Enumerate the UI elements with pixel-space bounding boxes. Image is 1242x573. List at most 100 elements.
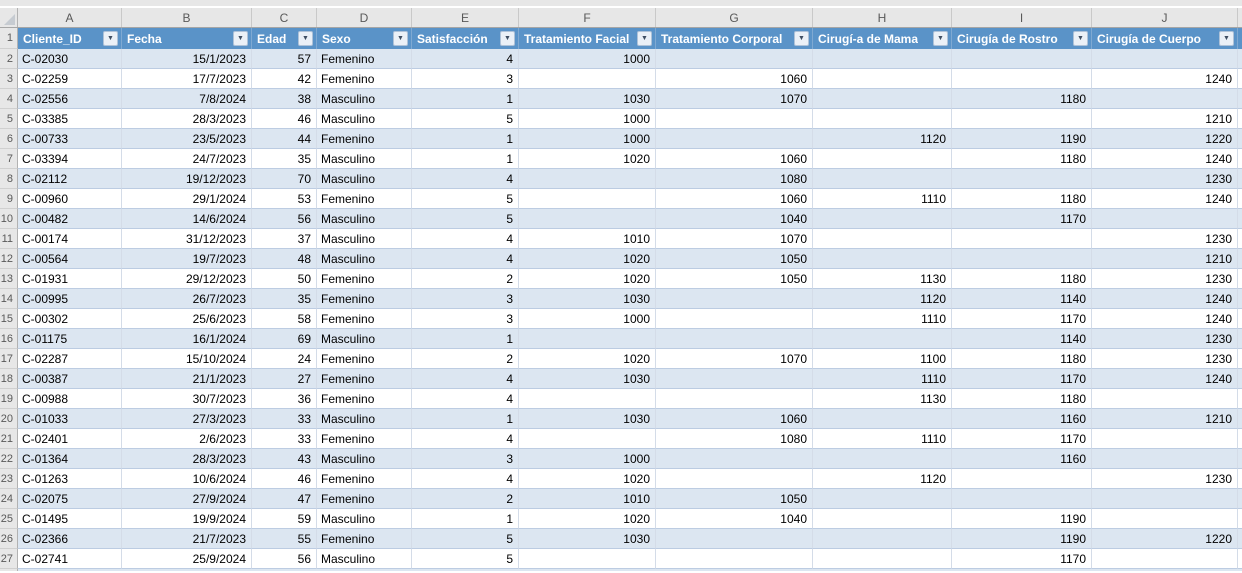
- cell-H17[interactable]: 1100: [813, 349, 952, 369]
- cell-G5[interactable]: [656, 109, 813, 129]
- cell-I6[interactable]: 1190: [952, 129, 1092, 149]
- column-letter-I[interactable]: I: [952, 8, 1092, 27]
- cell-D24[interactable]: Femenino: [317, 489, 412, 509]
- cell-E2[interactable]: 4: [412, 49, 519, 69]
- row-header-19[interactable]: 19: [0, 389, 18, 409]
- cell-E20[interactable]: 1: [412, 409, 519, 429]
- cell-D8[interactable]: Masculino: [317, 169, 412, 189]
- cell-B16[interactable]: 16/1/2024: [122, 329, 252, 349]
- cell-B2[interactable]: 15/1/2023: [122, 49, 252, 69]
- row-header-8[interactable]: 8: [0, 169, 18, 189]
- cell-G17[interactable]: 1070: [656, 349, 813, 369]
- cell-J6[interactable]: 1220: [1092, 129, 1238, 149]
- cell-B4[interactable]: 7/8/2024: [122, 89, 252, 109]
- cell-I24[interactable]: [952, 489, 1092, 509]
- cell-J24[interactable]: [1092, 489, 1238, 509]
- cell-B23[interactable]: 10/6/2024: [122, 469, 252, 489]
- header-cell-E[interactable]: Satisfacción ▼: [412, 28, 519, 49]
- cell-C11[interactable]: 37: [252, 229, 317, 249]
- cell-J26[interactable]: 1220: [1092, 529, 1238, 549]
- row-header-5[interactable]: 5: [0, 109, 18, 129]
- cell-G11[interactable]: 1070: [656, 229, 813, 249]
- cell-F20[interactable]: 1030: [519, 409, 656, 429]
- cell-C2[interactable]: 57: [252, 49, 317, 69]
- cell-F27[interactable]: [519, 549, 656, 569]
- cell-H16[interactable]: [813, 329, 952, 349]
- cell-F22[interactable]: 1000: [519, 449, 656, 469]
- cell-B26[interactable]: 21/7/2023: [122, 529, 252, 549]
- cell-B15[interactable]: 25/6/2023: [122, 309, 252, 329]
- cell-B20[interactable]: 27/3/2023: [122, 409, 252, 429]
- header-cell-I[interactable]: Cirugía de Rostro ▼: [952, 28, 1092, 49]
- cell-D4[interactable]: Masculino: [317, 89, 412, 109]
- row-header-21[interactable]: 21: [0, 429, 18, 449]
- cell-I2[interactable]: [952, 49, 1092, 69]
- row-header-17[interactable]: 17: [0, 349, 18, 369]
- cell-G8[interactable]: 1080: [656, 169, 813, 189]
- cell-C14[interactable]: 35: [252, 289, 317, 309]
- column-letter-C[interactable]: C: [252, 8, 317, 27]
- cell-E5[interactable]: 5: [412, 109, 519, 129]
- header-cell-A[interactable]: Cliente_ID ▼: [18, 28, 122, 49]
- cell-F3[interactable]: [519, 69, 656, 89]
- cell-F8[interactable]: [519, 169, 656, 189]
- cell-I19[interactable]: 1180: [952, 389, 1092, 409]
- header-cell-B[interactable]: Fecha ▼: [122, 28, 252, 49]
- cell-I7[interactable]: 1180: [952, 149, 1092, 169]
- cell-A23[interactable]: C-01263: [18, 469, 122, 489]
- cell-A21[interactable]: C-02401: [18, 429, 122, 449]
- cell-C10[interactable]: 56: [252, 209, 317, 229]
- cell-H14[interactable]: 1120: [813, 289, 952, 309]
- cell-J2[interactable]: [1092, 49, 1238, 69]
- cell-F13[interactable]: 1020: [519, 269, 656, 289]
- cell-A10[interactable]: C-00482: [18, 209, 122, 229]
- column-letter-J[interactable]: J: [1092, 8, 1238, 27]
- select-all-corner[interactable]: [0, 8, 18, 27]
- row-header-26[interactable]: 26: [0, 529, 18, 549]
- cell-B3[interactable]: 17/7/2023: [122, 69, 252, 89]
- cell-J22[interactable]: [1092, 449, 1238, 469]
- cell-G22[interactable]: [656, 449, 813, 469]
- header-cell-J[interactable]: Cirugía de Cuerpo ▼: [1092, 28, 1238, 49]
- filter-button-F[interactable]: ▼: [637, 31, 652, 46]
- filter-button-C[interactable]: ▼: [298, 31, 313, 46]
- column-letter-B[interactable]: B: [122, 8, 252, 27]
- cell-C21[interactable]: 33: [252, 429, 317, 449]
- cell-E26[interactable]: 5: [412, 529, 519, 549]
- cell-B19[interactable]: 30/7/2023: [122, 389, 252, 409]
- cell-D9[interactable]: Femenino: [317, 189, 412, 209]
- cell-I4[interactable]: 1180: [952, 89, 1092, 109]
- cell-I9[interactable]: 1180: [952, 189, 1092, 209]
- cell-G25[interactable]: 1040: [656, 509, 813, 529]
- cell-C15[interactable]: 58: [252, 309, 317, 329]
- cell-I26[interactable]: 1190: [952, 529, 1092, 549]
- cell-H5[interactable]: [813, 109, 952, 129]
- row-header-25[interactable]: 25: [0, 509, 18, 529]
- cell-H8[interactable]: [813, 169, 952, 189]
- cell-D27[interactable]: Masculino: [317, 549, 412, 569]
- cell-F26[interactable]: 1030: [519, 529, 656, 549]
- cell-A16[interactable]: C-01175: [18, 329, 122, 349]
- filter-button-J[interactable]: ▼: [1219, 31, 1234, 46]
- cell-I17[interactable]: 1180: [952, 349, 1092, 369]
- cell-C16[interactable]: 69: [252, 329, 317, 349]
- cell-D26[interactable]: Femenino: [317, 529, 412, 549]
- column-letter-E[interactable]: E: [412, 8, 519, 27]
- cell-J27[interactable]: [1092, 549, 1238, 569]
- cell-J17[interactable]: 1230: [1092, 349, 1238, 369]
- cell-H4[interactable]: [813, 89, 952, 109]
- cell-I14[interactable]: 1140: [952, 289, 1092, 309]
- cell-F23[interactable]: 1020: [519, 469, 656, 489]
- cell-C4[interactable]: 38: [252, 89, 317, 109]
- filter-button-H[interactable]: ▼: [933, 31, 948, 46]
- row-header-7[interactable]: 7: [0, 149, 18, 169]
- cell-E22[interactable]: 3: [412, 449, 519, 469]
- cell-E6[interactable]: 1: [412, 129, 519, 149]
- cell-D13[interactable]: Femenino: [317, 269, 412, 289]
- filter-button-I[interactable]: ▼: [1073, 31, 1088, 46]
- cell-I21[interactable]: 1170: [952, 429, 1092, 449]
- cell-A17[interactable]: C-02287: [18, 349, 122, 369]
- row-header-6[interactable]: 6: [0, 129, 18, 149]
- cell-A7[interactable]: C-03394: [18, 149, 122, 169]
- cell-G24[interactable]: 1050: [656, 489, 813, 509]
